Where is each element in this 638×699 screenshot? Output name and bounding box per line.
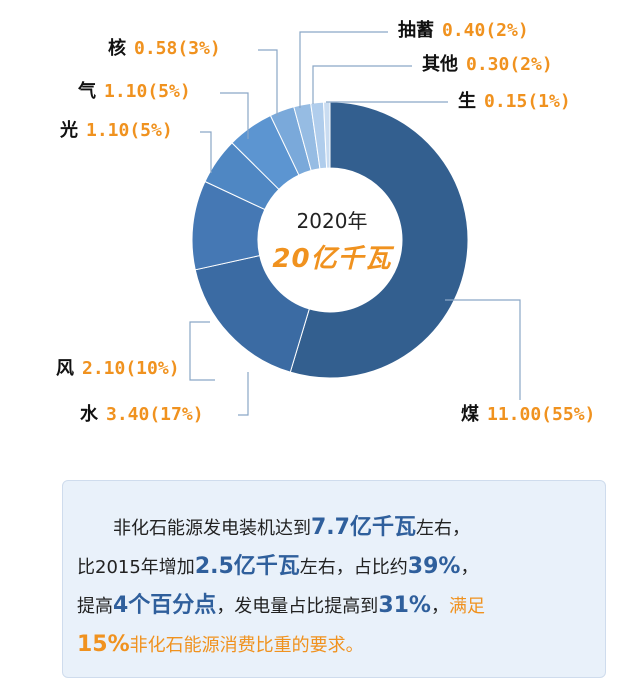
summary-line-2: 比2015年增加2.5亿千瓦左右，占比约39%， (77, 548, 591, 587)
summary-highlight: 4个百分点 (113, 593, 217, 618)
summary-text: 提高 (77, 596, 113, 617)
leader-line-hydro (238, 372, 249, 416)
slice-coal (289, 101, 469, 379)
label-value: 3.40(17%) (106, 404, 204, 425)
leader-line-solar (200, 131, 212, 173)
summary-line-4: 15%非化石能源消费比重的要求。 (77, 626, 591, 665)
summary-text: ， (430, 596, 449, 617)
label-value: 1.10(5%) (86, 120, 173, 141)
leader-line-wind (189, 321, 215, 381)
center-year: 2020年 (296, 209, 368, 233)
label-nuclear: 核 0.58(3%) (108, 38, 221, 60)
summary-highlight: 2.5亿千瓦 (194, 554, 300, 579)
summary-text: ， (460, 557, 479, 578)
label-hydro: 水 3.40(17%) (80, 404, 204, 426)
label-name: 生 (458, 91, 476, 112)
summary-text: ，发电量占比提高到 (216, 596, 379, 617)
label-biomass: 生 0.15(1%) (458, 91, 571, 113)
label-name: 核 (108, 38, 126, 59)
summary-orange-text: 非化石能源消费比重的要求。 (129, 635, 364, 656)
donut-chart-svg (189, 31, 521, 416)
label-solar: 光 1.10(5%) (60, 120, 173, 142)
summary-box: 非化石能源发电装机达到7.7亿千瓦左右， 比2015年增加2.5亿千瓦左右，占比… (62, 480, 606, 678)
label-value: 2.10(10%) (82, 358, 180, 379)
summary-line-1: 非化石能源发电装机达到7.7亿千瓦左右， (77, 509, 591, 548)
label-other: 其他 0.30(2%) (422, 54, 553, 76)
leader-line-coal (445, 299, 521, 400)
summary-orange-text: 满足 (448, 596, 485, 617)
summary-highlight: 15% (77, 632, 130, 657)
summary-line-3: 提高4个百分点，发电量占比提高到31%，满足 (77, 587, 591, 626)
summary-highlight: 31% (378, 593, 431, 618)
slice-biomass (323, 101, 331, 169)
label-name: 光 (60, 120, 78, 141)
leader-line-gas (220, 92, 249, 139)
leader-line-pumped-storage (299, 31, 388, 108)
summary-text: 左右， (415, 518, 470, 539)
summary-text: 左右，占比约 (299, 557, 408, 578)
leader-line-other (312, 65, 412, 104)
label-name: 水 (80, 404, 98, 425)
summary-text: 比2015年增加 (77, 557, 195, 578)
leader-line-nuclear (258, 49, 278, 116)
label-value: 0.15(1%) (484, 91, 571, 112)
label-wind: 风 2.10(10%) (56, 358, 180, 380)
label-value: 11.00(55%) (487, 404, 596, 425)
donut-chart: 2020年 20亿千瓦 煤 11.00(55%) 水 3.40(17%) 风 2.10… (56, 20, 595, 426)
label-gas: 气 1.10(5%) (78, 81, 191, 103)
label-value: 0.30(2%) (466, 54, 553, 75)
label-name: 其他 (422, 54, 458, 75)
summary-highlight: 39% (407, 554, 461, 579)
label-value: 0.58(3%) (134, 38, 221, 59)
label-value: 0.40(2%) (442, 20, 529, 41)
label-pumped-storage: 抽蓄 0.40(2%) (398, 20, 529, 42)
label-name: 煤 (461, 404, 479, 425)
center-total: 20亿千瓦 (272, 244, 392, 274)
label-name: 气 (78, 81, 96, 102)
label-value: 1.10(5%) (104, 81, 191, 102)
label-coal: 煤 11.00(55%) (461, 404, 595, 426)
label-name: 风 (56, 358, 74, 379)
summary-highlight: 7.7亿千瓦 (311, 515, 416, 540)
summary-text: 非化石能源发电装机达到 (113, 518, 311, 539)
label-name: 抽蓄 (398, 20, 434, 41)
